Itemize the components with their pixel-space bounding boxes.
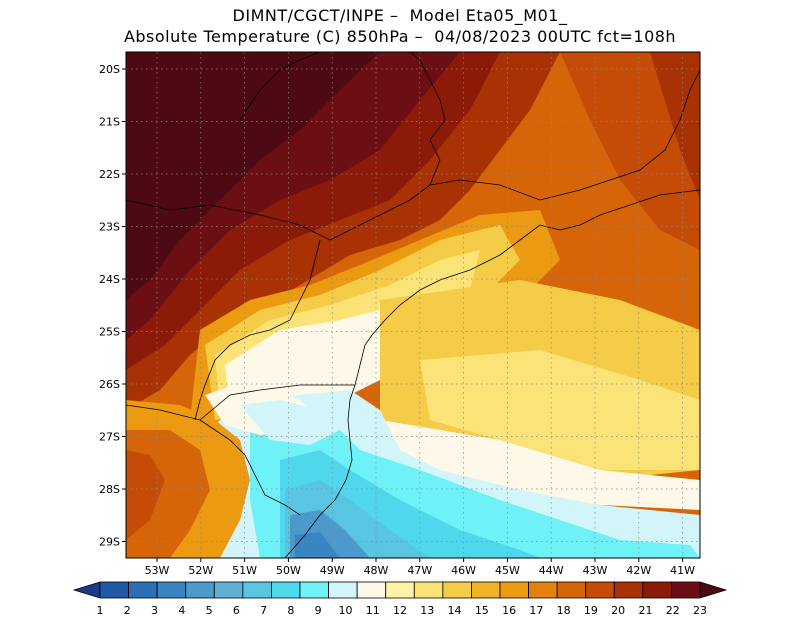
colorbar-label: 1 [97, 604, 104, 617]
colorbar-label: 19 [584, 604, 598, 617]
colorbar-segment [585, 581, 615, 599]
colorbar-segment [471, 581, 501, 599]
chart-title-line2: Absolute Temperature (C) 850hPa – 04/08/… [123, 27, 677, 46]
plot-frame [125, 51, 701, 559]
lon-tick-label: 48W [364, 564, 389, 577]
latitude-ticks: 20S 21S 22S 23S 24S 25S 26S 27S 28S 29S [99, 63, 126, 549]
colorbar-segment [128, 581, 158, 599]
longitude-ticks: 53W 52W 51W 50W 49W 48W 47W 46W 45W 44W 43W 42W 41W [145, 558, 695, 577]
colorbar-segment [156, 581, 187, 599]
colorbar-segment [642, 581, 672, 599]
colorbar-label: 11 [366, 604, 380, 617]
colorbar-label: 22 [666, 604, 680, 617]
colorbar-label: 20 [611, 604, 625, 617]
colorbar-segment [213, 581, 244, 599]
colorbar-label: 14 [448, 604, 462, 617]
colorbar-segment [499, 581, 529, 599]
lon-tick-label: 53W [145, 564, 170, 577]
lat-tick-label: 27S [99, 431, 120, 444]
lat-tick-label: 29S [99, 536, 120, 549]
colorbar-label: 13 [420, 604, 434, 617]
lon-tick-label: 49W [320, 564, 345, 577]
colorbar-segment [556, 581, 587, 599]
colorbar-segment [328, 581, 358, 599]
lon-tick-label: 42W [626, 564, 651, 577]
colorbar-label: 3 [151, 604, 158, 617]
colorbar-label: 23 [693, 604, 707, 617]
colorbar-segment [528, 581, 558, 599]
lon-tick-label: 41W [670, 564, 695, 577]
colorbar-label: 10 [338, 604, 352, 617]
colorbar-segment [185, 581, 215, 599]
colorbar-label: 21 [638, 604, 652, 617]
colorbar-label: 17 [529, 604, 543, 617]
graticule [126, 52, 700, 558]
colorbar-label: 18 [557, 604, 571, 617]
colorbar-segment [99, 581, 129, 599]
lat-tick-label: 20S [99, 63, 120, 76]
lon-tick-label: 50W [276, 564, 301, 577]
colorbar-segment [299, 581, 329, 599]
lon-tick-label: 43W [583, 564, 608, 577]
coastline-and-borders [126, 52, 700, 558]
colorbar-segment [671, 581, 701, 599]
colorbar-segment [442, 581, 472, 599]
lon-tick-label: 46W [451, 564, 476, 577]
colorbar-label: 6 [233, 604, 240, 617]
colorbar-label: 15 [475, 604, 489, 617]
lat-tick-label: 24S [99, 273, 120, 286]
colorbar-label: 4 [178, 604, 185, 617]
chart-title-line1: DIMNT/CGCT/INPE – Model Eta05_M01_ [232, 6, 568, 25]
lat-tick-label: 28S [99, 483, 120, 496]
colorbar-label: 8 [287, 604, 294, 617]
colorbar-segment [242, 581, 272, 599]
colorbar-over-triangle [699, 581, 728, 599]
lat-tick-label: 21S [99, 116, 120, 129]
lon-tick-label: 45W [495, 564, 520, 577]
colorbar-label: 16 [502, 604, 516, 617]
colorbar-label: 12 [393, 604, 407, 617]
colorbar: 1 2 3 4 5 6 7 8 9 10 11 12 13 14 15 16 17 18 19 20 21 22 23 [72, 581, 728, 617]
lat-tick-label: 26S [99, 378, 120, 391]
colorbar-label: 7 [260, 604, 267, 617]
lon-tick-label: 51W [232, 564, 257, 577]
colorbar-segment [271, 581, 301, 599]
colorbar-label: 5 [206, 604, 213, 617]
lon-tick-label: 47W [407, 564, 432, 577]
colorbar-segment [356, 581, 387, 599]
lat-tick-label: 25S [99, 326, 120, 339]
lat-tick-label: 23S [99, 221, 120, 234]
colorbar-label: 9 [315, 604, 322, 617]
lon-tick-label: 44W [539, 564, 564, 577]
colorbar-segment [385, 581, 415, 599]
colorbar-under-triangle [72, 581, 101, 599]
colorbar-segment [413, 581, 444, 599]
colorbar-label: 2 [124, 604, 131, 617]
lon-tick-label: 52W [188, 564, 213, 577]
lat-tick-label: 22S [99, 168, 120, 181]
temperature-field [126, 52, 700, 558]
colorbar-segment [613, 581, 644, 599]
